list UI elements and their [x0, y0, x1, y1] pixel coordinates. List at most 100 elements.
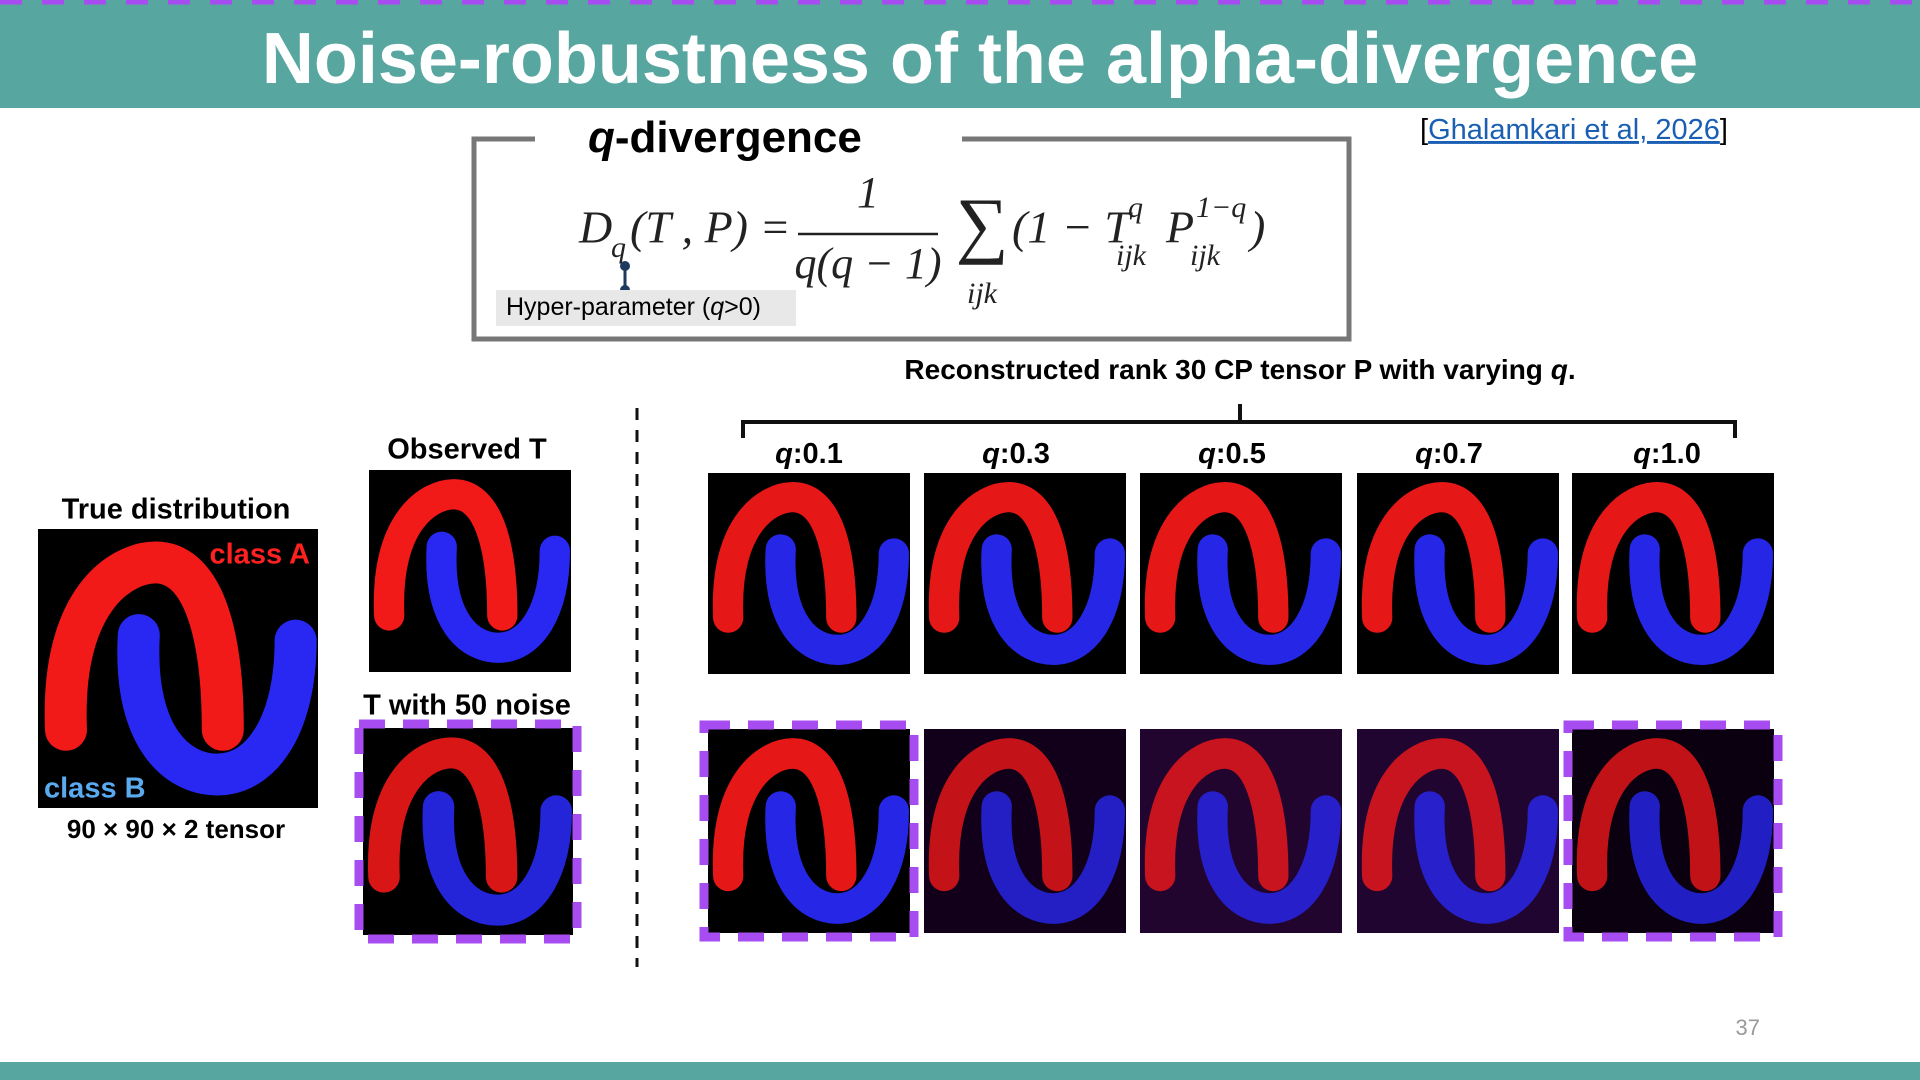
- q-value: :1.0: [1651, 438, 1701, 470]
- part: >0): [724, 293, 761, 321]
- panel: [1140, 729, 1342, 933]
- panel: [1357, 729, 1559, 933]
- page-number: 37: [1736, 1015, 1760, 1040]
- slide-title: Noise-robustness of the alpha-divergence: [262, 19, 1698, 99]
- formula-part: q: [1128, 191, 1143, 224]
- panel: [924, 729, 1126, 933]
- panel: [708, 729, 910, 933]
- panel: [924, 473, 1126, 674]
- blue-moon: [1629, 534, 1773, 665]
- q-value: :0.1: [793, 438, 843, 470]
- blue-moon: [1629, 791, 1773, 924]
- formula-part: (1 − T: [1012, 202, 1133, 253]
- formula-part: q: [611, 231, 626, 264]
- formula-part: ijk: [1190, 239, 1221, 272]
- hyper-label: Hyper-parameter (q>0): [506, 293, 761, 321]
- formula-part: ): [1247, 202, 1265, 253]
- formula-part: P: [1165, 202, 1194, 253]
- panel: [38, 529, 318, 808]
- q-label: q:1.0: [1633, 438, 1701, 470]
- red-moon: [1144, 482, 1289, 633]
- red-moon: [44, 541, 244, 751]
- q: q: [588, 113, 615, 162]
- formula-part: ijk: [1116, 239, 1147, 272]
- footer-band: [0, 1062, 1920, 1080]
- q-value: :0.7: [1433, 438, 1483, 470]
- q: q: [1415, 438, 1433, 470]
- formula-part: 1: [857, 168, 879, 217]
- q: q: [775, 438, 793, 470]
- blue-moon: [765, 791, 909, 924]
- highlight-frame: [354, 719, 582, 944]
- citation: [Ghalamkari et al, 2026]: [1420, 114, 1728, 146]
- red-moon: [928, 738, 1073, 892]
- class-b: class B: [44, 773, 146, 805]
- blue-moon: [426, 531, 570, 663]
- red-moon: [1576, 482, 1721, 633]
- red-moon: [1144, 738, 1289, 892]
- formula-part: D: [578, 202, 612, 253]
- q-value: :0.3: [1000, 438, 1050, 470]
- blue-moon: [981, 791, 1125, 924]
- red-moon: [368, 737, 518, 893]
- formula-part: (T , P) =: [630, 202, 791, 253]
- blue-moon: [765, 534, 909, 665]
- hyper-bg: [496, 290, 796, 326]
- noise-title: T with 50 noise: [363, 690, 571, 722]
- observed-title: Observed T: [387, 434, 547, 466]
- tensor-label: 90 × 90 × 2 tensor: [67, 814, 285, 844]
- blue-moon: [1414, 534, 1558, 665]
- q-label: q:0.1: [775, 438, 843, 470]
- title-rest: -divergence: [615, 113, 862, 162]
- panel: [1140, 473, 1342, 674]
- panel: [1572, 473, 1774, 674]
- formula-box: [471, 136, 1352, 342]
- blue-moon: [1197, 534, 1341, 665]
- red-moon: [1361, 738, 1506, 892]
- blue-moon: [981, 534, 1125, 665]
- panel: [708, 473, 910, 674]
- q: q: [1198, 438, 1216, 470]
- part: Hyper-parameter (: [506, 293, 711, 321]
- red-moon: [1361, 482, 1506, 633]
- formula-part: ijk: [967, 277, 998, 310]
- pointer-dot: [620, 261, 630, 271]
- bracket: ]: [1720, 114, 1728, 146]
- q: q: [982, 438, 1000, 470]
- reconstructed-label: Reconstructed rank 30 CP tensor P with v…: [904, 354, 1575, 385]
- highlight-frame: [699, 720, 919, 942]
- part: .: [1568, 354, 1576, 385]
- blue-moon: [1414, 791, 1558, 924]
- q-label: q:0.3: [982, 438, 1050, 470]
- highlight-frame: [1563, 720, 1783, 942]
- red-moon: [712, 482, 857, 633]
- formula-part: 1−q: [1196, 191, 1246, 224]
- true-title: True distribution: [62, 494, 291, 526]
- part: q: [1551, 354, 1568, 385]
- red-moon: [373, 479, 518, 631]
- red-moon: [928, 482, 1073, 633]
- red-moon: [1576, 738, 1721, 892]
- blue-moon: [1197, 791, 1341, 924]
- panel: [1572, 729, 1774, 933]
- formula: D q (T , P) = 1 q(q − 1) ∑ ijk (1 − T q …: [578, 168, 1265, 310]
- q-value: :0.5: [1216, 438, 1266, 470]
- bracket: [: [1420, 114, 1428, 146]
- q-label: q:0.5: [1198, 438, 1266, 470]
- panel: [363, 728, 573, 935]
- blue-moon: [422, 791, 572, 926]
- panel: [369, 470, 571, 672]
- q-label: q:0.7: [1415, 438, 1483, 470]
- box-title: q-divergence: [588, 113, 862, 162]
- part: q: [710, 293, 724, 321]
- part: Reconstructed rank 30 CP tensor P with v…: [904, 354, 1550, 385]
- citation-link[interactable]: Ghalamkari et al, 2026: [1428, 114, 1720, 146]
- q: q: [1633, 438, 1651, 470]
- header-band: [0, 0, 1920, 108]
- brace: [741, 404, 1737, 438]
- panel: [1357, 473, 1559, 674]
- formula-part: q(q − 1): [795, 239, 942, 288]
- blue-moon: [117, 614, 317, 796]
